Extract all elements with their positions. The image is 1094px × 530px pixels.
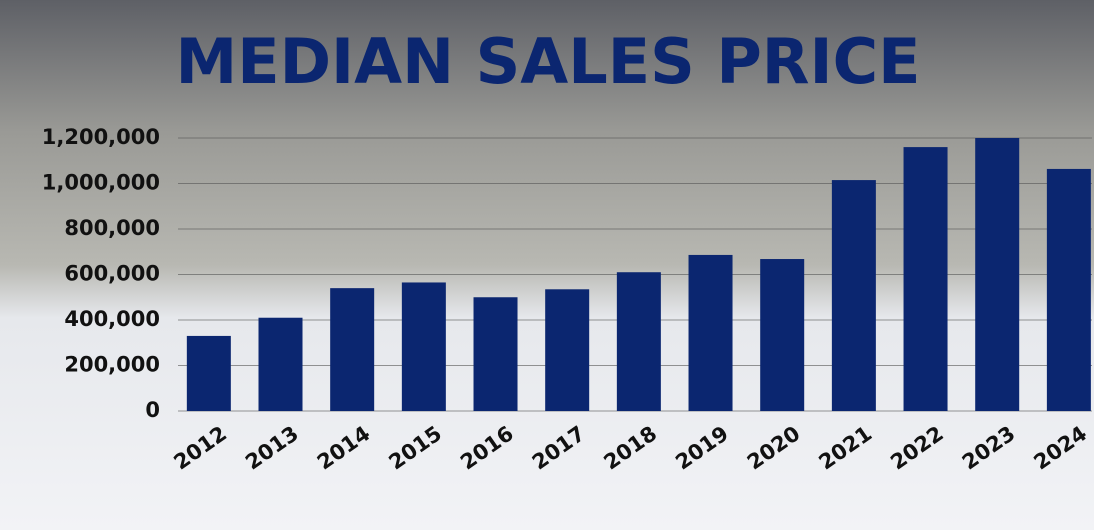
bar <box>831 180 876 411</box>
y-tick-label: 1,200,000 <box>42 125 160 149</box>
bar <box>975 138 1020 411</box>
bar <box>258 317 303 411</box>
y-tick-label: 200,000 <box>64 353 160 377</box>
bar <box>1046 168 1091 411</box>
y-tick-label: 0 <box>145 398 160 422</box>
bar <box>545 289 590 411</box>
bar <box>688 254 733 411</box>
y-tick-label: 1,000,000 <box>42 171 160 195</box>
bar <box>616 272 661 411</box>
bar <box>760 259 805 411</box>
y-tick-label: 600,000 <box>64 262 160 286</box>
chart-title: MEDIAN SALES PRICE <box>176 25 921 98</box>
bar <box>330 288 375 411</box>
bar <box>473 297 518 411</box>
y-tick-label: 800,000 <box>64 216 160 240</box>
bar <box>401 282 446 411</box>
y-tick-label: 400,000 <box>64 307 160 331</box>
bar <box>903 147 948 411</box>
bar <box>186 335 231 411</box>
